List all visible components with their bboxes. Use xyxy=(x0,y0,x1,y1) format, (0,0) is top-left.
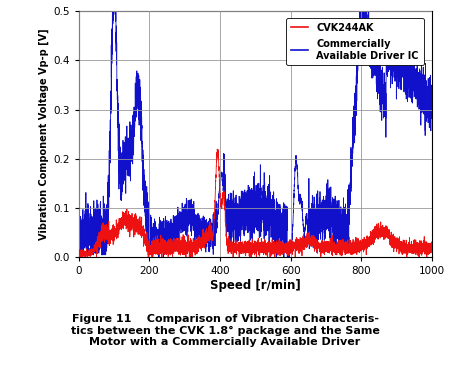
X-axis label: Speed [r/min]: Speed [r/min] xyxy=(210,279,301,292)
Y-axis label: Vibration Component Voltage Vp-p [V]: Vibration Component Voltage Vp-p [V] xyxy=(39,28,49,240)
Legend: CVK244AK, Commercially
Available Driver IC: CVK244AK, Commercially Available Driver … xyxy=(286,18,423,65)
Text: Figure 11    Comparison of Vibration Characteris-
tics between the CVK 1.8° pack: Figure 11 Comparison of Vibration Charac… xyxy=(71,314,379,347)
